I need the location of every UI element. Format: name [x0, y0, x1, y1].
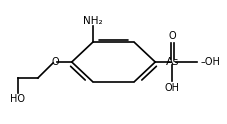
- Text: O: O: [168, 31, 176, 41]
- Text: OH: OH: [165, 83, 180, 93]
- Text: HO: HO: [10, 94, 25, 104]
- Text: –OH: –OH: [200, 57, 220, 67]
- Text: O: O: [51, 57, 59, 67]
- Text: As: As: [165, 57, 179, 67]
- Text: NH₂: NH₂: [83, 16, 102, 26]
